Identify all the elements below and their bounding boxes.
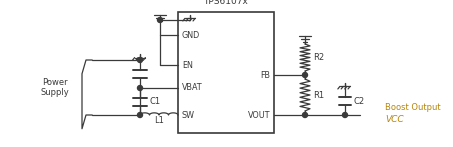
Text: FB: FB (260, 71, 270, 80)
Bar (178, 12, 274, 133)
Circle shape (138, 112, 143, 117)
Text: Power
Supply: Power Supply (41, 78, 69, 97)
Circle shape (303, 112, 308, 117)
Text: SW: SW (182, 111, 195, 120)
Text: R2: R2 (313, 53, 324, 62)
Text: VOUT: VOUT (247, 111, 270, 120)
Text: C2: C2 (353, 96, 364, 106)
Circle shape (138, 86, 143, 91)
Text: EN: EN (182, 61, 193, 70)
Circle shape (303, 72, 308, 77)
Text: TPS6107x: TPS6107x (203, 0, 248, 6)
Circle shape (342, 112, 347, 117)
Text: R1: R1 (313, 91, 324, 100)
Circle shape (138, 57, 143, 62)
Circle shape (158, 17, 163, 22)
Text: GND: GND (182, 30, 200, 40)
Text: L1: L1 (154, 116, 164, 125)
Text: VCC: VCC (385, 116, 404, 125)
Text: Boost Output: Boost Output (385, 102, 441, 112)
Text: C1: C1 (150, 97, 161, 106)
Text: VBAT: VBAT (182, 83, 202, 92)
